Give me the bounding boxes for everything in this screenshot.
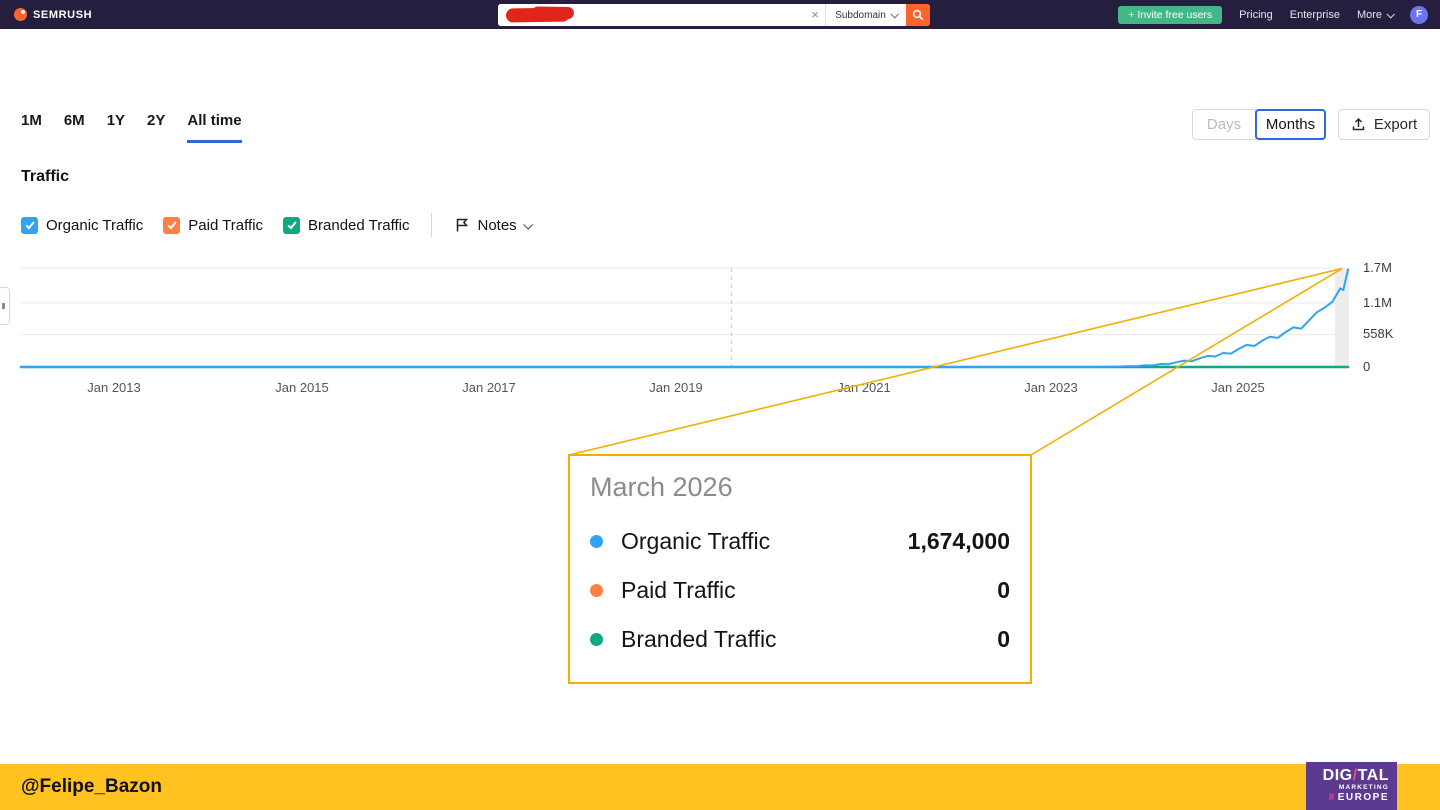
y-axis-tick: 1.7M [1363,260,1392,275]
range-tab-all-time[interactable]: All time [187,112,242,143]
brand-name: SEMRUSH [33,8,93,21]
notes-label: Notes [477,216,517,234]
tooltip-row-value: 0 [997,577,1010,603]
x-axis-tick: Jan 2025 [1211,380,1265,395]
footer-bar: @Felipe_Bazon [0,764,1440,810]
callout-leader-line [568,267,1343,456]
redacted-query [505,7,571,23]
tooltip-row-paid: Paid Traffic 0 [590,566,1010,615]
paid-dot-icon [590,584,603,597]
header-right: + Invite free users Pricing Enterprise M… [1118,0,1428,29]
nav-more[interactable]: More [1356,8,1395,21]
clear-search-button[interactable]: × [811,7,819,22]
legend-label: Branded Traffic [308,216,410,234]
logo-line-2: MARKETING [1338,784,1389,791]
collapsed-panel-toggle[interactable] [0,287,10,325]
x-axis-tick: Jan 2013 [87,380,141,395]
range-tab-1y[interactable]: 1Y [106,112,126,129]
series-line-organic-traffic [20,268,1349,368]
granularity-toggle: Days Months [1192,109,1326,140]
semrush-logo-icon [14,8,27,21]
notes-dropdown[interactable]: Notes [454,216,533,234]
legend-organic-traffic[interactable]: Organic Traffic [21,216,144,234]
branded-dot-icon [590,633,603,646]
checkbox-checked-icon [283,216,301,234]
tooltip-row-label: Paid Traffic [621,577,736,603]
nav-pricing[interactable]: Pricing [1239,8,1273,21]
invite-free-users-button[interactable]: + Invite free users [1118,5,1223,24]
y-axis-tick: 0 [1363,359,1371,374]
export-icon [1352,117,1365,131]
x-axis-tick: Jan 2017 [462,380,516,395]
tooltip-row-label: Branded Traffic [621,626,777,652]
semrush-logo[interactable]: SEMRUSH [14,0,92,29]
range-tab-6m[interactable]: 6M [63,112,85,129]
chart-legend: Organic Traffic Paid Traffic Branded Tra… [21,213,533,237]
x-axis-tick: Jan 2021 [837,380,891,395]
checkbox-checked-icon [163,216,181,234]
chevron-down-icon [890,10,899,19]
search-bar: × Subdomain [498,4,930,26]
legend-paid-traffic[interactable]: Paid Traffic [163,216,264,234]
tooltip-row-value: 1,674,000 [907,528,1010,554]
callout-leader-line [1030,267,1343,456]
y-axis-tick: 1.1M [1363,295,1392,310]
section-title-traffic: Traffic [21,168,70,185]
search-button[interactable] [906,4,930,26]
range-tab-1m[interactable]: 1M [21,112,42,129]
organic-dot-icon [590,535,603,548]
avatar[interactable]: F [1410,5,1428,24]
search-icon [912,9,924,21]
legend-branded-traffic[interactable]: Branded Traffic [283,216,410,234]
chevron-down-icon [1386,9,1395,19]
x-axis-tick: Jan 2019 [649,380,703,395]
x-axis-tick: Jan 2023 [1024,380,1078,395]
tooltip-row-branded: Branded Traffic 0 [590,615,1010,664]
granularity-months-button[interactable]: Months [1255,109,1326,140]
tooltip-row-label: Organic Traffic [621,528,771,554]
export-label: Export [1373,116,1418,133]
search-scope-label: Subdomain [835,9,886,21]
tooltip-row-organic: Organic Traffic 1,674,000 [590,517,1010,566]
search-input[interactable]: × [498,4,825,26]
logo-line-3: # EUROPE [1328,792,1389,803]
legend-label: Paid Traffic [188,216,264,234]
top-bar: SEMRUSH × Subdomain + Invite free users … [0,0,1440,29]
nav-enterprise[interactable]: Enterprise [1289,8,1340,21]
digital-marketing-europe-logo: DIG/TAL MARKETING # EUROPE [1306,762,1397,810]
checkbox-checked-icon [21,216,38,234]
tooltip-row-value: 0 [997,626,1010,652]
chart-tooltip-callout: March 2026 Organic Traffic 1,674,000 Pai… [568,454,1032,684]
tooltip-title: March 2026 [590,472,733,502]
author-handle: @Felipe_Bazon [21,776,162,797]
legend-label: Organic Traffic [46,216,144,234]
logo-line-1: DIG/TAL [1322,767,1389,784]
nav-more-label: More [1356,8,1382,21]
y-axis-tick: 558K [1363,326,1394,341]
divider [431,213,433,237]
hover-band [1335,268,1349,368]
date-range-tabs: 1M 6M 1Y 2Y All time [21,112,242,143]
x-axis-tick: Jan 2015 [275,380,329,395]
export-button[interactable]: Export [1338,109,1430,140]
notes-flag-icon [457,218,469,232]
chevron-down-icon [522,219,533,230]
search-scope-dropdown[interactable]: Subdomain [825,4,906,26]
range-tab-2y[interactable]: 2Y [147,112,166,129]
granularity-days-button[interactable]: Days [1192,109,1256,140]
